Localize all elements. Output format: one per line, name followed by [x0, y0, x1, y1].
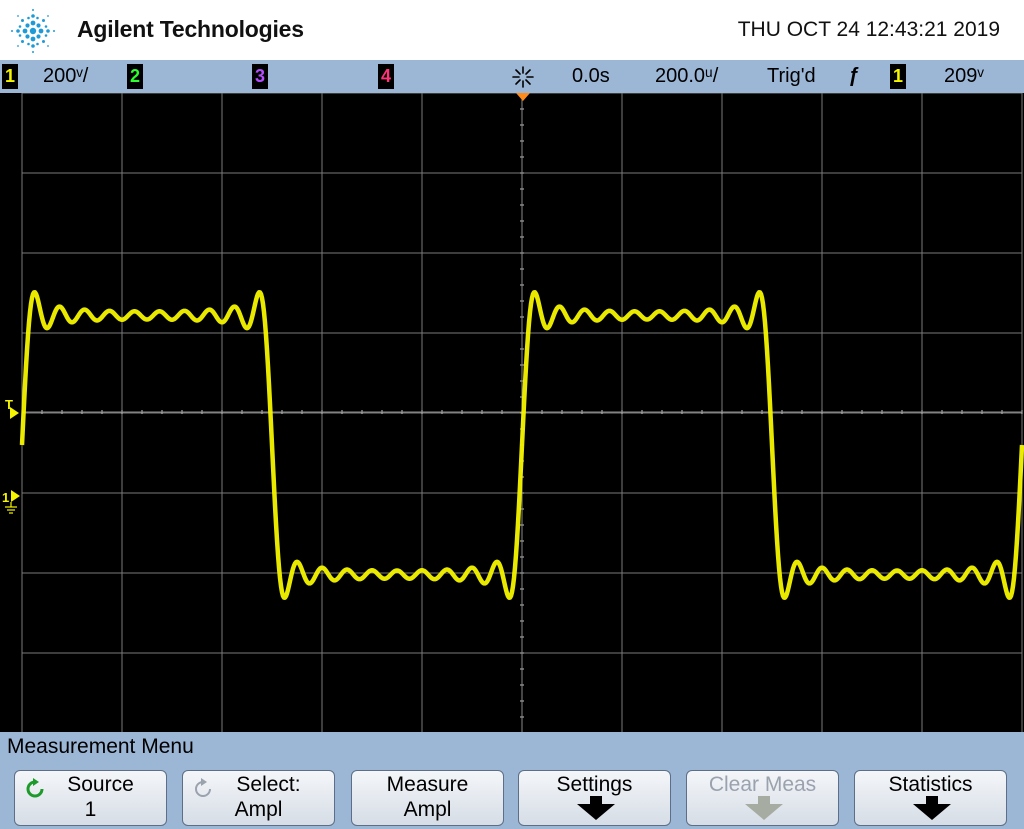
channel-4-indicator[interactable]: 4: [378, 64, 394, 89]
statistics-button[interactable]: Statistics: [854, 770, 1007, 826]
select-button[interactable]: Select: Ampl: [182, 770, 335, 826]
ground-symbol-icon: [5, 502, 17, 514]
waveform-display: T 1: [2, 93, 1024, 732]
scope-display: T 1: [0, 93, 1024, 732]
softkey-menu: Measurement Menu Source 1 Select: Ampl M…: [0, 732, 1024, 829]
trigger-level-marker: T: [5, 397, 13, 412]
status-bar: 1 200ᵛ/ 2 3 4 0.0s 200.0ᵘ/ Trig'd ƒ 1 20…: [0, 60, 1024, 93]
header: Agilent Technologies THU OCT 24 12:43:21…: [0, 0, 1024, 60]
time-offset[interactable]: 0.0s: [572, 65, 610, 87]
measure-button[interactable]: Measure Ampl: [351, 770, 504, 826]
menu-title: Measurement Menu: [7, 735, 194, 758]
select-button-value: Ampl: [234, 798, 283, 821]
submenu-arrow-icon: [913, 804, 951, 820]
trigger-level-arrow-icon: [10, 407, 19, 419]
channel-3-indicator[interactable]: 3: [252, 64, 268, 89]
time-scale[interactable]: 200.0ᵘ/: [655, 65, 719, 87]
trigger-source-indicator[interactable]: 1: [890, 64, 906, 89]
trigger-state: Trig'd: [767, 65, 816, 87]
statistics-button-label: Statistics: [888, 773, 973, 796]
trigger-level[interactable]: 209ᵛ: [944, 65, 984, 87]
clear-meas-button[interactable]: Clear Meas: [686, 770, 839, 826]
agilent-spark-logo-icon: [11, 9, 55, 53]
submenu-arrow-icon: [577, 804, 615, 820]
submenu-arrow-stem: [926, 796, 938, 805]
acquisition-run-icon: [512, 66, 534, 88]
trigger-slope-icon[interactable]: ƒ: [848, 65, 860, 87]
source-button-label: Source: [67, 773, 134, 796]
channel-1-waveform: [19, 290, 1024, 600]
channel-1-scale[interactable]: 200ᵛ/: [43, 65, 89, 87]
channel-2-indicator[interactable]: 2: [127, 64, 143, 89]
source-button-value: 1: [84, 798, 97, 821]
channel-1-ground-marker: 1: [2, 490, 9, 505]
datetime: THU OCT 24 12:43:21 2019: [737, 18, 1000, 41]
select-button-label: Select:: [236, 773, 301, 796]
ground-arrow-icon: [11, 490, 20, 502]
measure-button-value: Ampl: [403, 798, 452, 821]
source-button[interactable]: Source 1: [14, 770, 167, 826]
measure-button-label: Measure: [386, 773, 469, 796]
brand-name: Agilent Technologies: [77, 16, 304, 42]
submenu-arrow-icon: [745, 804, 783, 820]
settings-button[interactable]: Settings: [518, 770, 671, 826]
clear-meas-button-label: Clear Meas: [708, 773, 817, 796]
entry-knob-icon: [195, 778, 211, 797]
channel-1-indicator[interactable]: 1: [2, 64, 18, 89]
trigger-position-marker-icon: [516, 93, 530, 101]
graticule: [21, 93, 1023, 732]
settings-button-label: Settings: [556, 773, 633, 796]
submenu-arrow-stem: [590, 796, 602, 805]
submenu-arrow-stem: [758, 796, 770, 805]
entry-knob-icon: [26, 778, 44, 798]
